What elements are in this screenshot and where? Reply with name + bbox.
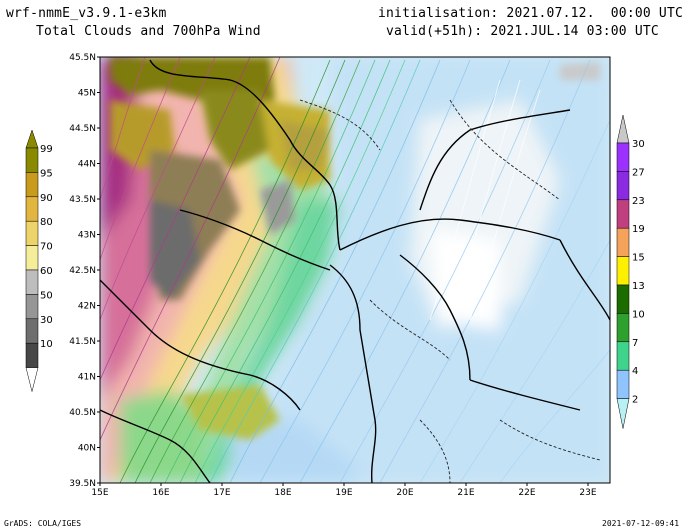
wind-colorbar-swatch	[616, 313, 630, 343]
render-timestamp: 2021-07-12-09:41	[602, 519, 680, 528]
lon-label: 20E	[396, 488, 413, 498]
wind-colorbar-label: 13	[632, 281, 645, 292]
lat-label: 44.5N	[69, 124, 96, 134]
lon-label: 21E	[457, 488, 474, 498]
wind-colorbar-bottom-arrow	[616, 398, 630, 429]
cloud-colorbar-swatch	[25, 172, 39, 198]
wind-colorbar-swatch	[616, 227, 630, 257]
cloud-colorbar-label: 60	[40, 266, 53, 277]
cloud-colorbar-label: 99	[40, 144, 53, 155]
cloud-colorbar-label: 30	[40, 315, 53, 326]
valid-time: valid(+51h): 2021.JUL.14 03:00 UTC	[386, 24, 659, 39]
lon-label: 17E	[213, 488, 230, 498]
lon-label: 18E	[274, 488, 291, 498]
lat-label: 40N	[78, 444, 96, 454]
cloud-colorbar: 99 95 90 80 70 60 50 30 10	[25, 129, 53, 392]
cloud-colorbar-label: 50	[40, 290, 53, 301]
lat-label: 45N	[78, 89, 96, 99]
cloud-colorbar-label: 90	[40, 193, 53, 204]
wind-colorbar-swatch	[616, 284, 630, 314]
wind-colorbar-label: 27	[632, 167, 645, 178]
wind-colorbar-top-arrow	[616, 114, 630, 144]
field-title: Total Clouds and 700hPa Wind	[36, 24, 261, 39]
cloud-colorbar-swatch	[25, 147, 39, 173]
lat-label: 41.5N	[69, 337, 96, 347]
cloud-colorbar-label: 80	[40, 217, 53, 228]
wind-colorbar-label: 4	[632, 366, 638, 377]
cloud-colorbar-top-arrow	[25, 129, 39, 149]
wind-colorbar-swatch	[616, 142, 630, 172]
wind-colorbar-swatch	[616, 369, 630, 399]
cloud-colorbar-swatch	[25, 196, 39, 222]
init-time: initialisation: 2021.07.12. 00:00 UTC	[378, 6, 684, 21]
lon-label: 19E	[335, 488, 352, 498]
lon-label: 16E	[152, 488, 169, 498]
lon-label: 22E	[518, 488, 535, 498]
lat-label: 44N	[78, 160, 96, 170]
map-field	[100, 57, 610, 483]
lat-label: 39.5N	[69, 479, 96, 489]
latitude-axis: 45.5N 45N 44.5N 44N 43.5N 43N 42.5N 42N 41.5N 41N…	[69, 53, 100, 489]
lat-label: 45.5N	[69, 53, 96, 63]
cloud-colorbar-swatch	[25, 269, 39, 295]
longitude-axis: 15E 16E 17E 18E 19E 20E 21E 22E 23E	[91, 483, 597, 498]
cloud-colorbar-swatch	[25, 318, 39, 344]
lat-label: 43.5N	[69, 195, 96, 205]
wind-colorbar-swatch	[616, 199, 630, 229]
cloud-colorbar-swatch	[25, 342, 39, 368]
lon-label: 15E	[91, 488, 108, 498]
lon-label: 23E	[579, 488, 596, 498]
cloud-colorbar-swatch	[25, 245, 39, 271]
wind-colorbar-swatch	[616, 256, 630, 286]
lat-label: 42.5N	[69, 266, 96, 276]
cloud-colorbar-label: 70	[40, 242, 53, 253]
wind-colorbar-label: 19	[632, 224, 645, 235]
wind-colorbar-swatch	[616, 171, 630, 201]
model-title: wrf-nmmE_v3.9.1-e3km	[6, 6, 167, 21]
wind-colorbar-label: 30	[632, 139, 645, 150]
lat-label: 40.5N	[69, 408, 96, 418]
wind-colorbar-label: 15	[632, 253, 645, 264]
grads-credit: GrADS: COLA/IGES	[4, 519, 82, 528]
cloud-colorbar-bottom-arrow	[25, 367, 39, 392]
cloud-colorbar-swatch	[25, 220, 39, 246]
cloud-colorbar-label: 10	[40, 339, 53, 350]
lat-label: 43N	[78, 231, 96, 241]
cloud-colorbar-swatch	[25, 294, 39, 320]
lat-label: 41N	[78, 373, 96, 383]
wind-colorbar-label: 7	[632, 338, 638, 349]
wind-colorbar: 30 27 23 19 15 13 10 7 4 2	[616, 114, 645, 429]
lat-label: 42N	[78, 302, 96, 312]
wind-colorbar-label: 10	[632, 309, 645, 320]
wind-colorbar-label: 2	[632, 395, 638, 406]
wind-colorbar-swatch	[616, 341, 630, 371]
wind-colorbar-label: 23	[632, 196, 645, 207]
cloud-colorbar-label: 95	[40, 168, 53, 179]
